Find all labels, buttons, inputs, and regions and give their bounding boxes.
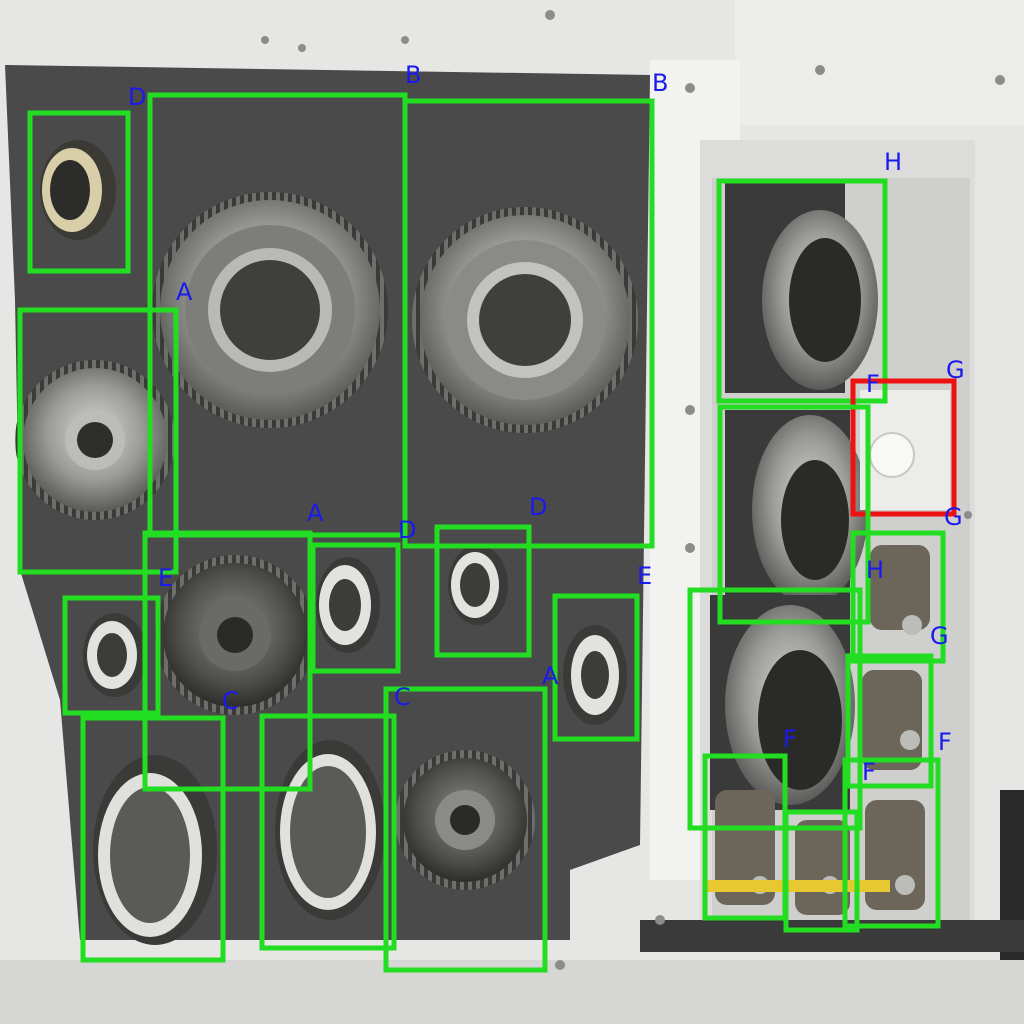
box-a-2 [142, 530, 313, 792]
label-e-1: E [158, 564, 173, 592]
large-gear-right [412, 207, 638, 433]
box-h-2 [717, 404, 871, 625]
label-d-2: D [398, 516, 416, 544]
box-a-3 [259, 713, 397, 951]
label-a-2: A [307, 499, 324, 527]
box-g-3 [845, 653, 934, 789]
label-b-1: B [405, 61, 421, 89]
label-d-3: D [529, 493, 547, 521]
label-a-1: A [176, 278, 193, 306]
box-f-3 [783, 809, 860, 933]
box-a-1 [17, 307, 179, 575]
mounting-screws [261, 10, 1005, 970]
label-a-3: A [542, 662, 559, 690]
label-f-1: F [783, 725, 797, 753]
label-h-1: H [884, 148, 902, 176]
box-e-1 [62, 595, 161, 716]
label-g-flagged: G [946, 356, 965, 384]
label-d-1: D [128, 83, 146, 111]
box-g-flagged [850, 378, 957, 517]
box-f-1 [687, 587, 863, 831]
label-f-3: F [866, 370, 880, 398]
label-c-2: C [394, 683, 411, 711]
box-c-1 [80, 715, 226, 963]
box-e-2 [552, 593, 640, 742]
box-labels: D B B A A D D E E A C C H G G H G F F F … [128, 61, 965, 786]
large-gear-left [152, 192, 388, 428]
bottom-rail [640, 920, 1024, 952]
label-e-2: E [637, 562, 652, 590]
label-c-1: C [222, 687, 239, 715]
label-h-2: H [866, 556, 884, 584]
label-b-2: B [652, 69, 668, 97]
label-f-4: F [862, 758, 876, 786]
label-g-2: G [944, 503, 963, 531]
box-h-1 [716, 178, 888, 404]
bearings [40, 140, 627, 945]
box-f-4 [842, 757, 941, 929]
box-d-3 [434, 524, 532, 658]
box-c-2 [383, 686, 548, 973]
label-g-3: G [930, 622, 949, 650]
upper-right-panel [735, 0, 1024, 125]
label-f-2: F [938, 728, 952, 756]
box-d-1 [27, 110, 131, 274]
medium-gear-left [15, 360, 175, 520]
medium-gear-bottom [395, 750, 535, 890]
medium-gear-center [155, 555, 315, 715]
box-d-2 [310, 542, 401, 674]
detection-boxes [17, 92, 957, 973]
box-g-2 [850, 530, 946, 664]
